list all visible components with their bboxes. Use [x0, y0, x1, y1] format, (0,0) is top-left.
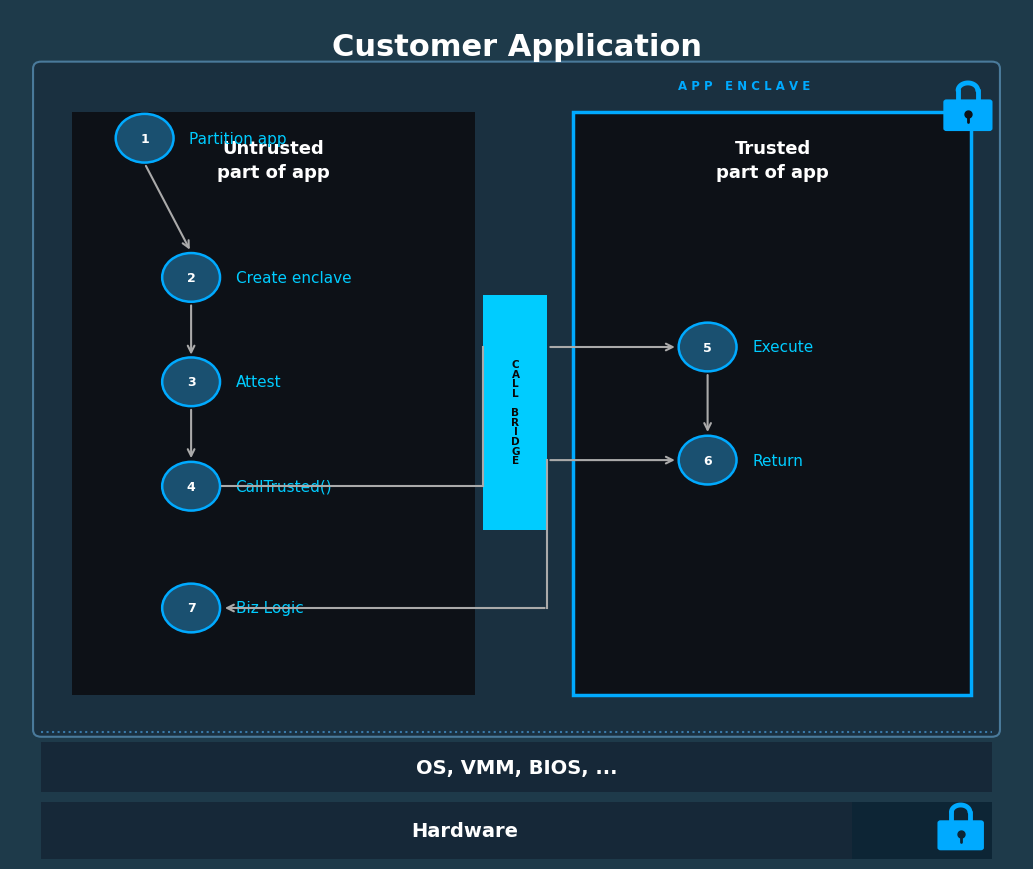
FancyBboxPatch shape — [41, 742, 992, 793]
Circle shape — [162, 358, 220, 407]
Text: 1: 1 — [140, 133, 149, 145]
FancyBboxPatch shape — [938, 820, 984, 850]
Text: 5: 5 — [703, 342, 712, 354]
Text: Return: Return — [752, 453, 803, 468]
Text: 4: 4 — [187, 481, 195, 493]
Text: Partition app: Partition app — [189, 131, 287, 147]
Text: Create enclave: Create enclave — [236, 270, 351, 286]
Circle shape — [162, 254, 220, 302]
Circle shape — [116, 115, 174, 163]
Circle shape — [679, 323, 737, 372]
Text: CallTrusted(): CallTrusted() — [236, 479, 333, 494]
FancyBboxPatch shape — [573, 113, 971, 695]
Text: 2: 2 — [187, 272, 195, 284]
Text: Hardware: Hardware — [411, 821, 519, 840]
FancyBboxPatch shape — [943, 100, 993, 132]
Text: Untrusted
part of app: Untrusted part of app — [217, 140, 331, 182]
Text: Attest: Attest — [236, 375, 281, 390]
FancyBboxPatch shape — [41, 802, 992, 859]
Circle shape — [162, 584, 220, 633]
Circle shape — [679, 436, 737, 485]
FancyBboxPatch shape — [852, 802, 992, 859]
Text: 6: 6 — [703, 454, 712, 467]
Text: 3: 3 — [187, 376, 195, 388]
FancyBboxPatch shape — [72, 113, 475, 695]
Circle shape — [162, 462, 220, 511]
Text: Customer Application: Customer Application — [332, 33, 701, 63]
Text: Biz Logic: Biz Logic — [236, 600, 304, 616]
Text: 7: 7 — [187, 602, 195, 614]
Text: Trusted
part of app: Trusted part of app — [716, 140, 829, 182]
FancyBboxPatch shape — [33, 63, 1000, 737]
Text: A P P   E N C L A V E: A P P E N C L A V E — [678, 81, 810, 93]
Text: Execute: Execute — [752, 340, 813, 355]
Text: C
A
L
L
 
B
R
I
D
G
E: C A L L B R I D G E — [511, 360, 520, 466]
Text: OS, VMM, BIOS, ...: OS, VMM, BIOS, ... — [415, 758, 618, 777]
FancyBboxPatch shape — [483, 295, 547, 530]
